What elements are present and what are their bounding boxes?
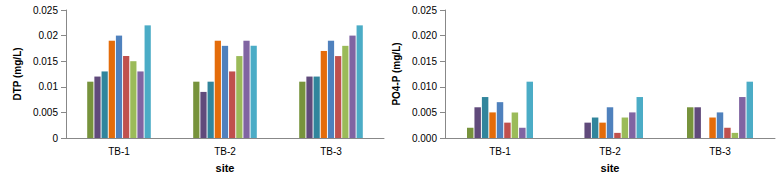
svg-text:TB-1: TB-1 — [489, 146, 511, 157]
svg-text:TB-3: TB-3 — [320, 146, 342, 157]
svg-text:site: site — [601, 162, 620, 174]
svg-text:0.025: 0.025 — [33, 5, 58, 16]
svg-text:0.01: 0.01 — [39, 81, 59, 92]
svg-text:TB-1: TB-1 — [108, 146, 130, 157]
svg-text:0.025: 0.025 — [412, 5, 437, 16]
svg-text:0.005: 0.005 — [412, 107, 437, 118]
svg-text:0.015: 0.015 — [33, 56, 58, 67]
svg-text:0.015: 0.015 — [412, 56, 437, 67]
svg-text:DTP (mg/L): DTP (mg/L) — [12, 47, 23, 100]
svg-text:TB-3: TB-3 — [709, 146, 731, 157]
svg-text:TB-2: TB-2 — [214, 146, 236, 157]
svg-text:TB-2: TB-2 — [599, 146, 621, 157]
svg-text:0.010: 0.010 — [412, 81, 437, 92]
svg-text:0.000: 0.000 — [412, 133, 437, 144]
svg-text:0.02: 0.02 — [39, 30, 59, 41]
svg-text:0.020: 0.020 — [412, 30, 437, 41]
svg-text:PO4-P (mg/L): PO4-P (mg/L) — [391, 42, 402, 105]
svg-text:site: site — [216, 162, 235, 174]
svg-text:0: 0 — [52, 133, 58, 144]
svg-text:0.005: 0.005 — [33, 107, 58, 118]
